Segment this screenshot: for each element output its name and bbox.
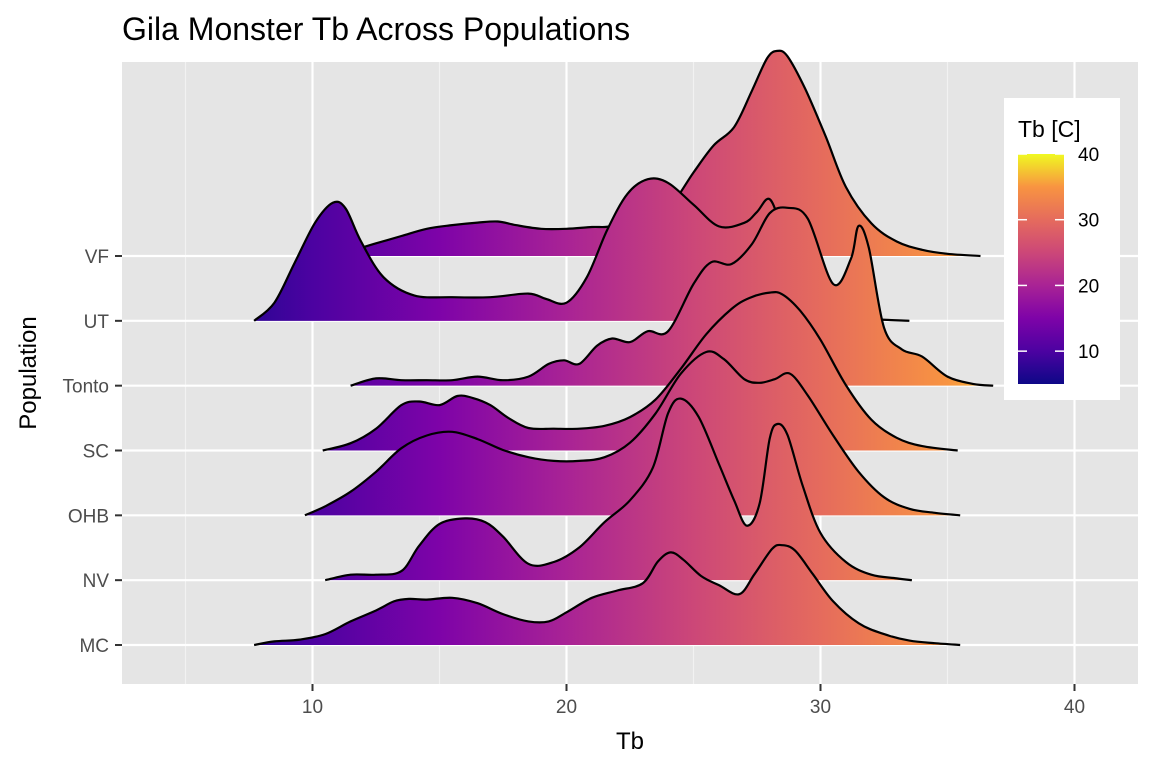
y-tick-label: NV (83, 571, 110, 592)
x-tick-label: 20 (556, 697, 577, 718)
legend-tick-label: 30 (1078, 211, 1099, 232)
y-tick-label: SC (83, 442, 109, 463)
y-tick-label: VF (85, 247, 109, 268)
legend-colorbar (1018, 154, 1064, 384)
ridge-MC (253, 543, 961, 647)
ridge-line (322, 291, 958, 452)
ridge-line (304, 350, 961, 517)
y-tick-label: Tonto (63, 377, 109, 398)
y-axis-title: Population (15, 316, 42, 429)
ridge-line (253, 543, 961, 647)
ridge-fill (350, 207, 994, 386)
ridge-fill (254, 544, 961, 645)
x-axis-title: Tb (616, 728, 644, 755)
ridge-Tonto (350, 206, 994, 387)
density-ridges (253, 49, 994, 647)
ridge-fill (325, 398, 912, 581)
ridge-line (350, 206, 994, 387)
legend-title: Tb [C] (1018, 116, 1081, 142)
legend-tick-label: 40 (1078, 145, 1099, 166)
x-axis: 10 20 30 40 (302, 684, 1085, 718)
y-tick-label: MC (79, 636, 109, 657)
x-tick-label: 40 (1064, 697, 1085, 718)
chart-title: Gila Monster Tb Across Populations (122, 11, 630, 47)
y-tick-label: UT (84, 312, 110, 333)
x-tick-label: 10 (302, 697, 323, 718)
y-axis: MC NV OHB SC Tonto UT VF (63, 247, 122, 657)
legend-tick-label: 20 (1078, 276, 1099, 297)
legend-ticks: 10 20 30 40 (1018, 145, 1099, 363)
color-legend: Tb [C] 10 20 30 40 (1004, 98, 1120, 400)
x-tick-label: 30 (810, 697, 831, 718)
ridge-NV (324, 397, 913, 582)
ridge-line (324, 397, 913, 582)
legend-tick-label: 10 (1078, 342, 1099, 363)
y-tick-label: OHB (68, 506, 109, 527)
